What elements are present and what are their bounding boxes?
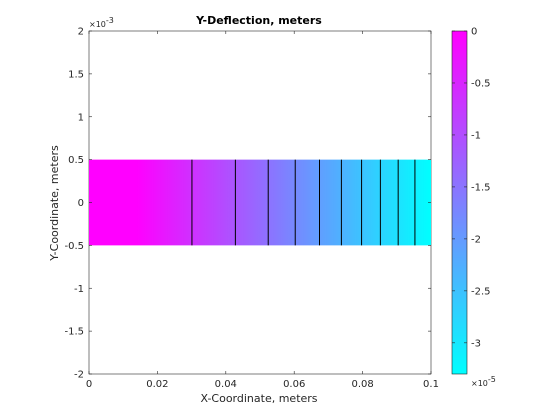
y-tick-label: 2 <box>78 27 84 38</box>
y-tick-label: 1 <box>78 112 84 123</box>
x-axis-ticks: 0 0.02 0.04 0.06 0.08 0.1 <box>86 31 439 390</box>
x-tick-label: 0.1 <box>423 379 439 390</box>
colorbar-tick-label: -2 <box>471 234 481 245</box>
x-tick-label: 0.08 <box>351 379 373 390</box>
chart-title: Y-Deflection, meters <box>195 14 322 27</box>
y-tick-label: 0 <box>78 198 84 209</box>
y-axis-ticks: 2 1.5 1 0.5 0 -0.5 -1 -1.5 -2 <box>64 27 431 381</box>
colorbar-tick-label: -0.5 <box>471 78 491 89</box>
colorbar-tick-label: -1.5 <box>471 182 491 193</box>
y-tick-label: -0.5 <box>64 241 84 252</box>
y-tick-label: -2 <box>74 370 84 381</box>
deflection-field <box>89 159 431 246</box>
y-axis-label: Y-Coordinate, meters <box>48 145 61 262</box>
colorbar-tick-label: -1 <box>471 130 481 141</box>
contour-lines <box>191 159 416 246</box>
y-tick-label: -1 <box>74 284 84 295</box>
x-tick-label: 0.02 <box>146 379 168 390</box>
colorbar-tick-label: -2.5 <box>471 286 491 297</box>
colorbar-tick-label: -3 <box>471 338 481 349</box>
y-tick-label: 1.5 <box>68 69 84 80</box>
colorbar-tick-label: 0 <box>471 27 477 38</box>
colorbar: 0 -0.5 -1 -1.5 -2 -2.5 -3 ×10-5 <box>451 27 496 388</box>
colorbar-exponent-label: ×10-5 <box>471 375 496 388</box>
colorbar-scale <box>451 30 468 375</box>
colorbar-ticks: 0 -0.5 -1 -1.5 -2 -2.5 -3 <box>452 27 491 349</box>
x-tick-label: 0 <box>86 379 92 390</box>
x-tick-label: 0.06 <box>283 379 305 390</box>
y-tick-label: -1.5 <box>64 327 84 338</box>
y-exponent-label: ×10-3 <box>89 16 114 29</box>
y-tick-label: 0.5 <box>68 155 84 166</box>
plot-area: 0 0.02 0.04 0.06 0.08 0.1 2 1.5 1 0.5 0 -0.5 -1 -1.5… <box>64 16 438 390</box>
x-axis-label: X-Coordinate, meters <box>200 392 317 405</box>
x-tick-label: 0.04 <box>215 379 237 390</box>
